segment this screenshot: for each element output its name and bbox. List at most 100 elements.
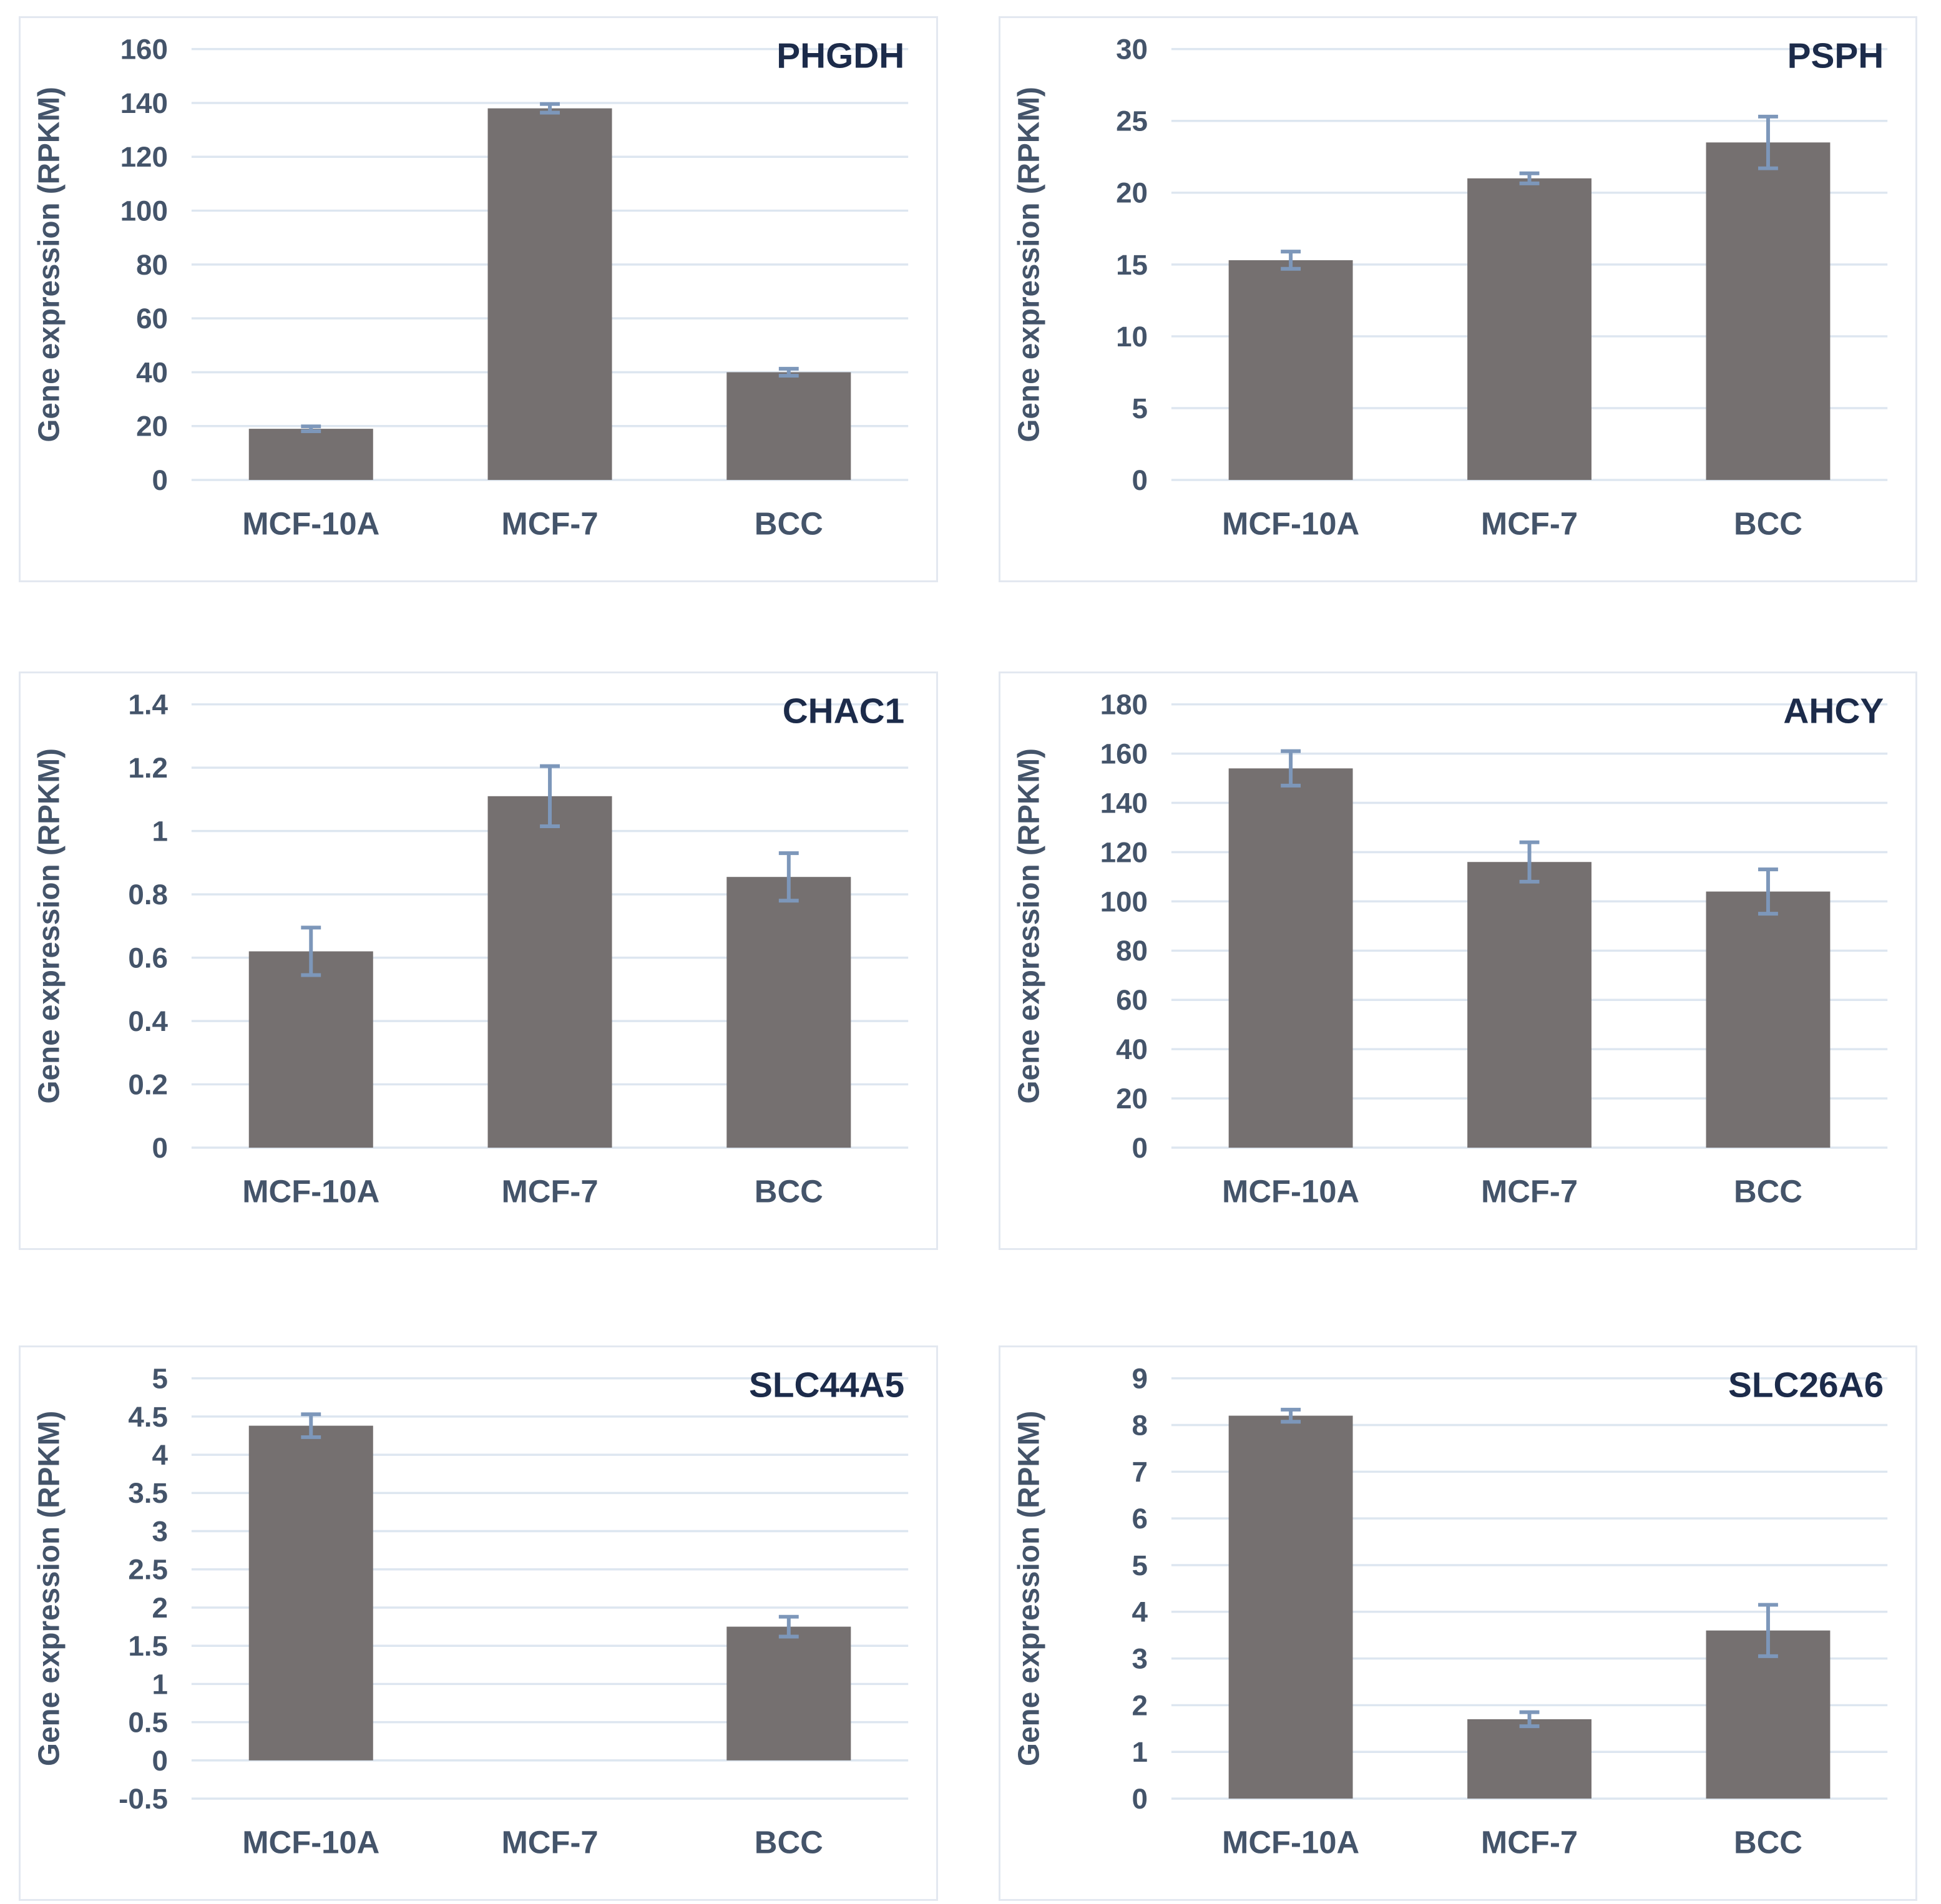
y-tick-label: 3 bbox=[152, 1515, 168, 1547]
y-tick-label: 4 bbox=[1132, 1596, 1148, 1628]
x-category-label: BCC bbox=[1734, 1825, 1802, 1860]
y-tick-label: 0 bbox=[152, 464, 168, 496]
x-category-label: MCF-10A bbox=[1222, 1174, 1359, 1209]
bar-MCF-10A bbox=[248, 951, 373, 1148]
bar-BCC bbox=[1706, 142, 1831, 481]
x-category-label: MCF-10A bbox=[1222, 1825, 1359, 1860]
y-tick-label: 8 bbox=[1132, 1409, 1148, 1441]
y-tick-label: 3.5 bbox=[128, 1477, 168, 1509]
bar-BCC bbox=[726, 1626, 851, 1760]
y-tick-label: 0 bbox=[1132, 464, 1148, 496]
y-tick-label: 6 bbox=[1132, 1503, 1148, 1535]
y-tick-label: 0 bbox=[1132, 1783, 1148, 1815]
y-tick-label: 0.4 bbox=[128, 1005, 168, 1037]
bar-MCF-7 bbox=[487, 796, 612, 1148]
chart-panel-phgdh: 0 20 40 60 80 100 120 140 160 MCF-10A MCF-7 BCC Gene… bbox=[19, 16, 938, 582]
x-category-label: MCF-7 bbox=[501, 1174, 598, 1209]
y-tick-label: 80 bbox=[1116, 935, 1148, 967]
y-tick-label: 5 bbox=[1132, 1550, 1148, 1581]
y-tick-label: 0 bbox=[152, 1132, 168, 1164]
chart-title: SLC44A5 bbox=[749, 1366, 904, 1405]
bar-MCF-7 bbox=[487, 108, 612, 481]
y-tick-label: 0 bbox=[1132, 1132, 1148, 1164]
y-tick-label: 5 bbox=[1132, 393, 1148, 424]
y-tick-label: 10 bbox=[1116, 321, 1148, 353]
y-axis-title: Gene expression (RPKM) bbox=[33, 1411, 66, 1767]
chart-panel-chac1: 0 0.2 0.4 0.6 0.8 1 1.2 1.4 MCF-10A MCF-7 BCC Gene … bbox=[19, 671, 938, 1250]
y-tick-label: 1.4 bbox=[128, 689, 168, 721]
y-tick-label: 140 bbox=[1100, 787, 1148, 819]
y-tick-label: 25 bbox=[1116, 105, 1148, 137]
y-tick-label: 2 bbox=[1132, 1689, 1148, 1721]
y-tick-label: 140 bbox=[120, 87, 168, 119]
bar-MCF-7 bbox=[1467, 178, 1591, 481]
x-category-label: BCC bbox=[1734, 506, 1802, 542]
bar-chart-psph: 0 5 10 15 20 25 30 MCF-10A MCF-7 BCC Gene expressi… bbox=[1013, 34, 1888, 542]
bar-MCF-10A bbox=[1228, 260, 1353, 481]
y-tick-label: 40 bbox=[1116, 1033, 1148, 1065]
y-tick-label: 30 bbox=[1116, 34, 1148, 66]
bar-MCF-7 bbox=[1467, 1719, 1591, 1799]
y-tick-label: 2.5 bbox=[128, 1554, 168, 1586]
y-tick-label: 1 bbox=[1132, 1736, 1148, 1768]
x-category-label: MCF-10A bbox=[1222, 506, 1359, 542]
chart-title: AHCY bbox=[1783, 692, 1884, 731]
x-category-label: MCF-10A bbox=[242, 1174, 379, 1209]
bar-chart-slc26a6: 0 1 2 3 4 5 6 7 8 9 MCF-10A MCF-7 BCC Gene expression… bbox=[1013, 1363, 1888, 1860]
bar-MCF-10A bbox=[1228, 768, 1353, 1148]
y-tick-label: 15 bbox=[1116, 249, 1148, 281]
y-tick-label: 120 bbox=[1100, 836, 1148, 868]
y-tick-label: 20 bbox=[1116, 177, 1148, 209]
y-tick-label: 1.2 bbox=[128, 752, 168, 784]
x-category-label: BCC bbox=[755, 1174, 823, 1209]
x-category-label: MCF-10A bbox=[242, 506, 379, 542]
x-category-label: BCC bbox=[1734, 1174, 1802, 1209]
x-category-label: MCF-7 bbox=[1481, 506, 1578, 542]
bar-MCF-7 bbox=[1467, 862, 1591, 1148]
y-axis-title: Gene expression (RPKM) bbox=[1013, 1411, 1046, 1767]
x-category-label: BCC bbox=[755, 1825, 823, 1860]
y-tick-label: 60 bbox=[1116, 984, 1148, 1016]
y-tick-label: 2 bbox=[152, 1592, 168, 1624]
bar-chart-phgdh: 0 20 40 60 80 100 120 140 160 MCF-10A MCF-7 BCC Gene… bbox=[33, 34, 909, 542]
y-tick-label: 9 bbox=[1132, 1363, 1148, 1395]
x-category-label: MCF-7 bbox=[1481, 1174, 1578, 1209]
bar-BCC bbox=[1706, 891, 1831, 1148]
y-tick-label: 1 bbox=[152, 1668, 168, 1700]
bar-MCF-10A bbox=[1228, 1415, 1353, 1799]
bar-chart-chac1: 0 0.2 0.4 0.6 0.8 1 1.2 1.4 MCF-10A MCF-7 BCC Gene … bbox=[33, 689, 909, 1209]
chart-title: PSPH bbox=[1787, 37, 1884, 76]
y-tick-label: 4.5 bbox=[128, 1401, 168, 1433]
bar-chart-ahcy: 0 20 40 60 80 100 120 140 160 180 MCF-10A MCF-7 BCC G… bbox=[1013, 689, 1888, 1209]
y-tick-label: 5 bbox=[152, 1363, 168, 1395]
y-tick-label: 3 bbox=[1132, 1643, 1148, 1675]
y-tick-label: 0 bbox=[152, 1745, 168, 1777]
y-tick-label: 40 bbox=[136, 356, 168, 388]
y-tick-label: 0.5 bbox=[128, 1707, 168, 1739]
chart-title: CHAC1 bbox=[783, 692, 905, 731]
y-tick-label: 160 bbox=[1100, 738, 1148, 770]
y-tick-label: 180 bbox=[1100, 689, 1148, 721]
chart-panel-ahcy: 0 20 40 60 80 100 120 140 160 180 MCF-10A MCF-7 BCC G… bbox=[999, 671, 1917, 1250]
y-tick-label: -0.5 bbox=[119, 1783, 168, 1815]
y-tick-label: 160 bbox=[120, 34, 168, 66]
chart-title: PHGDH bbox=[776, 37, 904, 76]
y-tick-label: 1 bbox=[152, 816, 168, 847]
chart-panel-psph: 0 5 10 15 20 25 30 MCF-10A MCF-7 BCC Gene expressi… bbox=[999, 16, 1917, 582]
x-category-label: MCF-10A bbox=[242, 1825, 379, 1860]
x-category-label: BCC bbox=[755, 506, 823, 542]
y-tick-label: 60 bbox=[136, 303, 168, 334]
y-tick-label: 100 bbox=[1100, 886, 1148, 917]
y-tick-label: 100 bbox=[120, 195, 168, 227]
y-tick-label: 0.6 bbox=[128, 942, 168, 974]
y-axis-title: Gene expression (RPKM) bbox=[33, 748, 66, 1104]
y-tick-label: 20 bbox=[1116, 1083, 1148, 1115]
y-axis-title: Gene expression (RPKM) bbox=[1013, 87, 1046, 442]
x-category-label: MCF-7 bbox=[501, 506, 598, 542]
chart-panel-slc44a5: -0.5 0 0.5 1 1.5 2 2.5 3 3.5 4 4.5 5 MCF-10A MCF-7 BCC… bbox=[19, 1345, 938, 1901]
bar-MCF-10A bbox=[248, 429, 373, 481]
x-category-label: MCF-7 bbox=[501, 1825, 598, 1860]
y-tick-label: 0.8 bbox=[128, 879, 168, 911]
chart-title: SLC26A6 bbox=[1728, 1366, 1884, 1405]
